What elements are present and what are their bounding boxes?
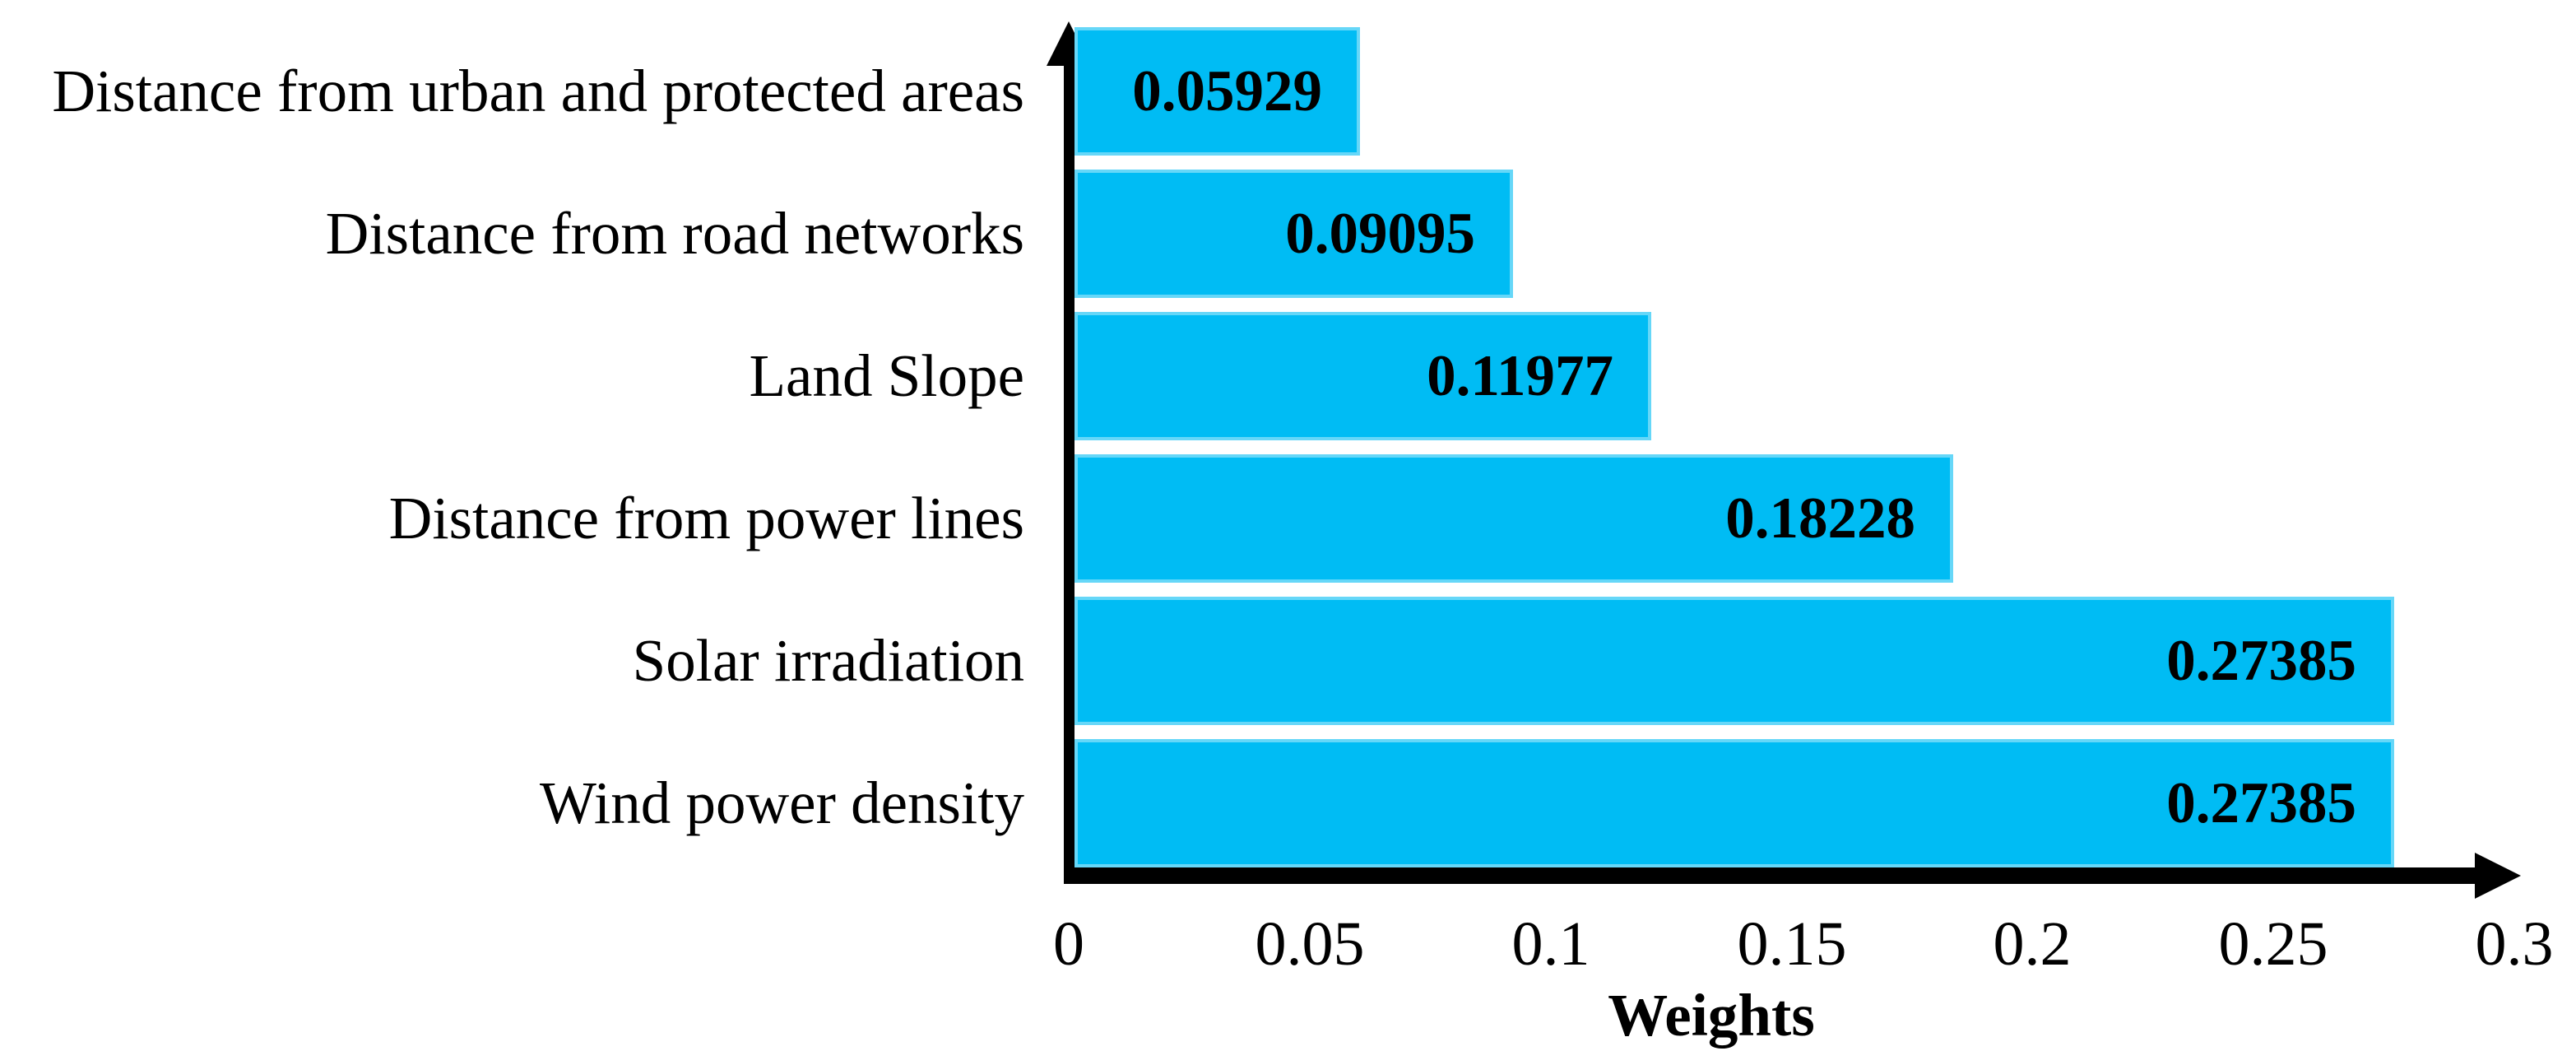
bar: 0.11977	[1074, 312, 1651, 440]
x-axis-title: Weights	[1608, 982, 1815, 1049]
x-tick-label: 0	[1053, 909, 1084, 979]
x-tick-label: 0.2	[1993, 909, 2072, 979]
category-label: Distance from urban and protected areas	[52, 58, 1024, 124]
bar: 0.05929	[1074, 27, 1360, 156]
x-axis-arrow-icon	[2475, 853, 2521, 899]
x-tick-label: 0.1	[1511, 909, 1590, 979]
bar-value-label: 0.11977	[1427, 343, 1613, 408]
bar: 0.09095	[1074, 170, 1513, 298]
bar-value-label: 0.27385	[2166, 628, 2356, 693]
bar: 0.27385	[1074, 597, 2394, 725]
x-tick-label: 0.05	[1255, 909, 1365, 979]
x-tick-label: 0.3	[2475, 909, 2554, 979]
bar-value-label: 0.18228	[1725, 486, 1915, 551]
category-label: Wind power density	[539, 770, 1024, 836]
category-label: Land Slope	[749, 342, 1024, 409]
x-tick-label: 0.15	[1737, 909, 1847, 979]
bar-value-label: 0.05929	[1132, 58, 1322, 123]
bar-value-label: 0.27385	[2166, 770, 2356, 835]
bar-value-label: 0.09095	[1285, 201, 1475, 266]
category-label: Distance from road networks	[325, 200, 1024, 267]
x-axis-line	[1064, 867, 2477, 884]
bar: 0.27385	[1074, 739, 2394, 867]
category-label: Distance from power lines	[388, 485, 1024, 551]
y-axis-line	[1064, 54, 1074, 884]
bar: 0.18228	[1074, 454, 1953, 583]
category-label: Solar irradiation	[632, 627, 1024, 694]
x-tick-label: 0.25	[2218, 909, 2328, 979]
